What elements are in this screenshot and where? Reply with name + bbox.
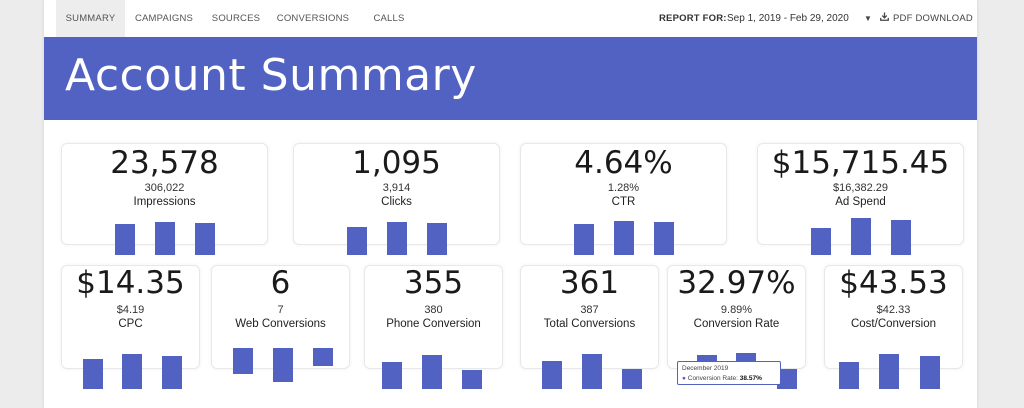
metric-label: Web Conversions (235, 318, 326, 330)
metric-value: 4.64% (574, 145, 673, 181)
tab-campaigns[interactable]: CAMPAIGNS (134, 13, 194, 24)
metric-value: 1,095 (352, 145, 441, 181)
download-icon (880, 0, 889, 37)
metric-previous: 7 (277, 304, 284, 316)
tab-calls[interactable]: CALLS (373, 13, 405, 24)
metric-previous: 306,022 (144, 182, 185, 194)
metric-label: Clicks (381, 196, 412, 208)
metric-value: $15,715.45 (771, 145, 950, 181)
metric-previous: $4.19 (116, 304, 145, 316)
metric-previous: 9.89% (720, 304, 753, 316)
bar (162, 356, 182, 389)
bar (839, 362, 859, 389)
metric-label: CPC (118, 318, 143, 330)
header-banner: Account Summary (44, 37, 977, 120)
metric-value: 355 (403, 265, 464, 301)
bar (879, 354, 899, 389)
bar (273, 348, 293, 382)
bar (920, 356, 940, 389)
metric-value: $14.35 (76, 265, 185, 301)
metric-value: 6 (270, 265, 291, 301)
metric-label: Cost/Conversion (850, 318, 936, 330)
tab-sources[interactable]: SOURCES (211, 13, 261, 24)
tooltip-month: December 2019 (682, 365, 729, 372)
bar (697, 355, 717, 363)
bar (622, 369, 642, 389)
bar (427, 223, 447, 255)
bar (122, 354, 142, 389)
bar (233, 348, 253, 374)
metric-previous: 3,914 (382, 182, 411, 194)
bar (462, 370, 482, 389)
metric-previous: 1.28% (607, 182, 640, 194)
report-for-label: REPORT FOR: (659, 13, 727, 24)
metric-label: Impressions (133, 196, 196, 208)
page-title: Account Summary (65, 50, 477, 101)
bar (382, 362, 402, 389)
metric-value: 32.97% (677, 265, 796, 301)
metric-label: CTR (611, 196, 636, 208)
metric-card-cost-per-conversion: $43.53 $42.33 Cost/Conversion (824, 265, 963, 389)
metric-label: Total Conversions (543, 318, 636, 330)
bar (313, 348, 333, 366)
report-page: SUMMARY CAMPAIGNS SOURCES CONVERSIONS CA… (44, 0, 977, 408)
metric-value: 23,578 (110, 145, 219, 181)
metric-card-web-conversions: 6 7 Web Conversions (211, 265, 350, 382)
pdf-download-label: PDF DOWNLOAD (893, 13, 973, 25)
metric-card-total-conversions: 361 387 Total Conversions (520, 265, 659, 389)
metric-previous: $16,382.29 (832, 182, 889, 194)
bar (574, 224, 594, 255)
bar (83, 359, 103, 389)
metric-card-cpc: $14.35 $4.19 CPC (61, 265, 200, 389)
bar (582, 354, 602, 389)
tooltip-value: 38.57% (739, 374, 762, 382)
tab-summary[interactable]: SUMMARY (56, 0, 125, 37)
metric-card-ad-spend: $15,715.45 $16,382.29 Ad Spend (757, 143, 964, 255)
date-range-select[interactable]: Sep 1, 2019 - Feb 29, 2020 (727, 13, 849, 24)
bar (422, 355, 442, 389)
metric-label: Phone Conversion (386, 318, 481, 330)
bar (115, 224, 135, 255)
tooltip-series: Conversion Rate: (687, 374, 738, 382)
tab-conversions[interactable]: CONVERSIONS (276, 13, 350, 24)
bar (891, 220, 911, 255)
bar (614, 221, 634, 255)
metric-previous: 380 (424, 304, 443, 316)
bar (155, 222, 175, 255)
tooltip-row: ● Conversion Rate: 38.57% (682, 374, 776, 384)
bar (777, 369, 797, 389)
bar (195, 223, 215, 255)
metric-card-ctr: 4.64% 1.28% CTR (520, 143, 727, 255)
bar (736, 353, 756, 363)
metric-previous: 387 (580, 304, 599, 316)
metric-card-phone-conversion: 355 380 Phone Conversion (364, 265, 503, 389)
metric-label: Ad Spend (835, 196, 886, 208)
bar (851, 218, 871, 255)
metric-card-conversion-rate: 32.97% 9.89% Conversion Rate (667, 265, 806, 389)
metric-value: 361 (559, 265, 620, 301)
bar (811, 228, 831, 255)
pdf-download-button[interactable]: PDF DOWNLOAD (880, 0, 973, 37)
metric-previous: $42.33 (876, 304, 911, 316)
series-dot-icon: ● (682, 374, 686, 382)
bar (542, 361, 562, 389)
bar (347, 227, 367, 255)
top-nav: SUMMARY CAMPAIGNS SOURCES CONVERSIONS CA… (44, 0, 977, 37)
bar (387, 222, 407, 255)
metric-label: Conversion Rate (693, 318, 780, 330)
caret-down-icon[interactable]: ▼ (864, 14, 872, 23)
metric-card-clicks: 1,095 3,914 Clicks (293, 143, 500, 255)
metric-value: $43.53 (839, 265, 948, 301)
bar (654, 222, 674, 255)
metric-card-impressions: 23,578 306,022 Impressions (61, 143, 268, 255)
chart-tooltip: December 2019 ● Conversion Rate: 38.57% (677, 361, 781, 385)
